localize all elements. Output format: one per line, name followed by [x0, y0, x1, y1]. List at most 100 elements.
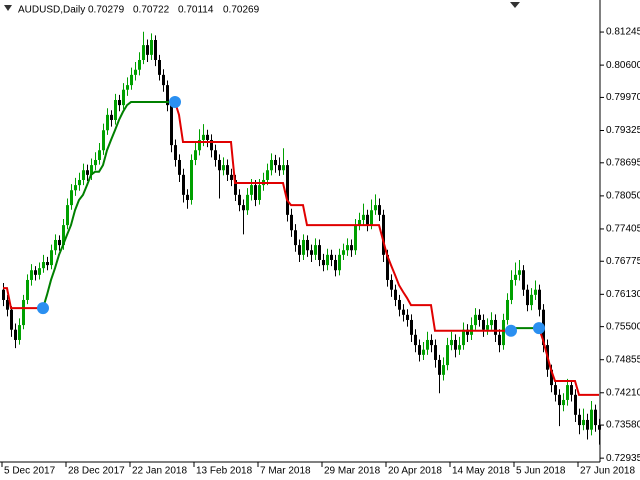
candle-body — [102, 130, 105, 151]
candle-body — [398, 299, 401, 310]
candle-body — [534, 289, 537, 295]
candle-body — [478, 314, 481, 320]
candle-body — [458, 345, 461, 350]
candle-body — [134, 69, 137, 75]
scroll-icon — [510, 2, 520, 8]
candle-body — [78, 179, 81, 186]
candle-body — [582, 419, 585, 426]
candle-body — [574, 394, 577, 415]
candle-body — [522, 270, 525, 290]
candle-body — [70, 190, 73, 206]
candle-body — [10, 309, 13, 330]
candle-body — [482, 319, 485, 330]
candle-body — [282, 165, 285, 171]
candle-body — [570, 385, 573, 395]
candle-body — [158, 59, 161, 75]
candle-body — [234, 179, 237, 195]
candle-body — [382, 214, 385, 255]
candle-body — [366, 214, 369, 226]
candle-body — [150, 39, 153, 55]
candle-body — [322, 259, 325, 266]
candle-body — [266, 170, 269, 180]
candle-body — [98, 150, 101, 160]
candle-body — [406, 314, 409, 320]
candle-body — [402, 309, 405, 315]
y-tick-label: 0.77405 — [606, 224, 640, 235]
candle-body — [390, 279, 393, 290]
candle-body — [562, 399, 565, 406]
candle-body — [306, 239, 309, 251]
candle-body — [162, 74, 165, 86]
signal-dot — [37, 302, 49, 315]
candle-body — [374, 205, 377, 211]
candle-body — [334, 259, 337, 271]
candle-body — [342, 250, 345, 255]
candle-body — [206, 134, 209, 140]
candle-body — [38, 268, 41, 275]
candle-body — [418, 345, 421, 355]
candle-body — [22, 299, 25, 326]
candle-body — [178, 159, 181, 175]
x-tick-label: 27 Jun 2018 — [580, 466, 635, 477]
candle-body — [598, 425, 601, 430]
candle-body — [302, 239, 305, 255]
candle-body — [490, 319, 493, 326]
candle-body — [210, 139, 213, 151]
candle-body — [586, 419, 589, 430]
candle-body — [170, 105, 173, 146]
x-tick-label: 5 Dec 2017 — [4, 466, 56, 477]
candle-body — [462, 329, 465, 346]
candle-body — [174, 145, 177, 160]
header-value: 0.70722 — [133, 5, 170, 16]
candle-body — [294, 230, 297, 246]
signal-dot — [169, 96, 181, 109]
candle-body — [338, 254, 341, 271]
x-tick-label: 28 Dec 2017 — [68, 466, 125, 477]
candle-body — [58, 239, 61, 246]
candle-body — [594, 409, 597, 426]
candle-body — [430, 339, 433, 346]
candle-body — [254, 185, 257, 200]
candle-body — [454, 339, 457, 350]
candle-body — [386, 254, 389, 280]
candle-body — [6, 299, 9, 310]
candle-body — [530, 294, 533, 306]
y-tick-label: 0.78050 — [606, 191, 640, 202]
candle-body — [510, 279, 513, 300]
candle-body — [54, 239, 57, 251]
candle-body — [230, 174, 233, 180]
y-tick-label: 0.73580 — [606, 420, 640, 431]
candle-body — [502, 319, 505, 346]
candle-body — [314, 245, 317, 255]
candle-body — [370, 210, 373, 226]
candle-body — [270, 159, 273, 171]
header-value: 0.70269 — [223, 5, 260, 16]
y-tick-label: 0.74855 — [606, 354, 640, 365]
candle-body — [526, 289, 529, 306]
candle-body — [90, 165, 93, 175]
candle-body — [218, 159, 221, 171]
candle-body — [538, 289, 541, 310]
candle-body — [450, 339, 453, 346]
candle-body — [86, 170, 89, 175]
candle-body — [486, 325, 489, 330]
candle-body — [50, 250, 53, 266]
candle-body — [198, 139, 201, 151]
x-tick-label: 5 Jun 2018 — [516, 466, 566, 477]
candle-body — [506, 299, 509, 320]
candle-body — [474, 314, 477, 326]
y-tick-label: 0.76130 — [606, 289, 640, 300]
candle-body — [298, 245, 301, 255]
candle-body — [14, 329, 17, 340]
candle-body — [350, 245, 353, 251]
candle-body — [238, 194, 241, 206]
candle-body — [354, 225, 357, 251]
indicator-line — [538, 327, 599, 396]
y-tick-label: 0.80600 — [606, 60, 640, 71]
candle-body — [18, 325, 21, 340]
candle-body — [30, 270, 33, 280]
candle-body — [290, 214, 293, 231]
candle-body — [442, 365, 445, 375]
candle-body — [154, 39, 157, 60]
